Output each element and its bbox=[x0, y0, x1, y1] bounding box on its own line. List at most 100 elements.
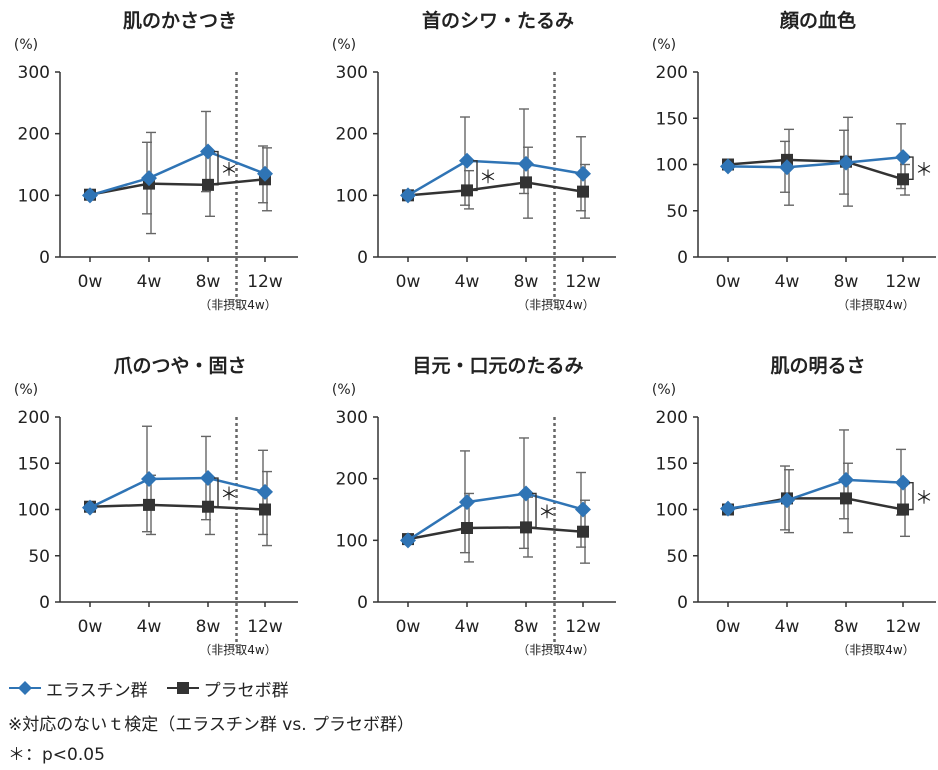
data-point-placebo bbox=[202, 178, 214, 191]
x-tick-label: 8w bbox=[834, 617, 859, 637]
y-tick-label: 150 bbox=[656, 454, 688, 474]
data-point-elastin bbox=[575, 165, 591, 182]
significance-bracket bbox=[214, 150, 219, 186]
y-tick-label: 50 bbox=[666, 547, 688, 567]
x-tick-label: 4w bbox=[455, 617, 480, 637]
y-tick-label: 100 bbox=[656, 156, 688, 176]
x-tick-label: 4w bbox=[137, 617, 162, 637]
y-tick-label: 150 bbox=[656, 109, 688, 129]
x-tick-label: 4w bbox=[775, 617, 800, 637]
data-point-elastin bbox=[779, 492, 795, 509]
x-sublabel-non-intake: （非摂取4w） bbox=[837, 642, 914, 657]
data-point-elastin bbox=[400, 532, 416, 549]
x-tick-label: 0w bbox=[78, 272, 103, 292]
y-tick-label: 50 bbox=[28, 547, 50, 567]
data-point-elastin bbox=[779, 159, 795, 176]
data-point-placebo bbox=[520, 521, 532, 534]
series-line-placebo bbox=[89, 503, 266, 511]
x-tick-label: 4w bbox=[455, 272, 480, 292]
data-point-placebo bbox=[577, 525, 589, 538]
y-tick-label: 0 bbox=[39, 248, 50, 268]
x-tick-label: 0w bbox=[716, 617, 741, 637]
x-tick-label: 8w bbox=[514, 272, 539, 292]
chart-panel-6: 肌の明るさ (%) 0 50 100 150 200 0w 4w 8w 12w （非摂取4w） ＊ bbox=[652, 355, 936, 657]
x-tick-label: 0w bbox=[396, 617, 421, 637]
data-point-elastin bbox=[895, 474, 911, 491]
data-point-placebo bbox=[202, 500, 214, 513]
data-point-elastin bbox=[838, 154, 854, 171]
significance-bracket bbox=[909, 481, 914, 511]
y-tick-label: 300 bbox=[336, 408, 368, 428]
x-tick-label: 4w bbox=[137, 272, 162, 292]
y-tick-label: 0 bbox=[677, 593, 688, 613]
series-line-elastin bbox=[407, 492, 584, 542]
chart-title: 肌の明るさ bbox=[770, 355, 865, 377]
chart-title: 顔の血色 bbox=[779, 9, 856, 32]
data-point-elastin bbox=[257, 483, 273, 500]
data-point-elastin bbox=[141, 170, 157, 187]
significance-bracket bbox=[214, 477, 219, 508]
significance-mark: ＊ bbox=[220, 484, 238, 505]
data-point-placebo bbox=[897, 173, 909, 186]
y-axis-unit-label: (%) bbox=[14, 382, 38, 398]
y-tick-label: 100 bbox=[336, 531, 368, 551]
x-sublabel-non-intake: （非摂取4w） bbox=[199, 642, 276, 657]
series-line-elastin bbox=[89, 150, 266, 197]
y-tick-label: 100 bbox=[18, 501, 50, 521]
x-tick-label: 8w bbox=[196, 617, 221, 637]
x-tick-label: 0w bbox=[716, 272, 741, 292]
data-point-elastin bbox=[200, 470, 216, 487]
x-tick-label: 8w bbox=[514, 617, 539, 637]
y-tick-label: 0 bbox=[677, 248, 688, 268]
data-point-elastin bbox=[459, 152, 475, 169]
significance-note: ＊：p<0.05 bbox=[8, 745, 105, 765]
significance-bracket bbox=[532, 492, 537, 529]
data-point-elastin bbox=[82, 187, 98, 204]
series-line-elastin bbox=[727, 155, 904, 169]
data-point-elastin bbox=[720, 158, 736, 175]
data-point-elastin bbox=[257, 165, 273, 182]
data-point-elastin bbox=[200, 143, 216, 160]
x-tick-label: 12w bbox=[885, 617, 921, 637]
data-point-placebo bbox=[461, 522, 473, 534]
significance-mark: ＊ bbox=[479, 168, 497, 189]
data-point-placebo bbox=[520, 176, 532, 189]
series-line-placebo bbox=[89, 178, 266, 196]
y-tick-label: 200 bbox=[656, 408, 688, 428]
y-tick-label: 300 bbox=[18, 63, 50, 83]
y-tick-label: 200 bbox=[336, 470, 368, 490]
data-point-elastin bbox=[141, 470, 157, 487]
y-tick-label: 100 bbox=[656, 501, 688, 521]
data-point-placebo bbox=[577, 185, 589, 198]
y-tick-label: 0 bbox=[357, 248, 368, 268]
chart-title: 爪のつや・固さ bbox=[113, 355, 246, 377]
x-sublabel-non-intake: （非摂取4w） bbox=[837, 297, 914, 312]
series-line-elastin bbox=[89, 476, 266, 509]
data-point-placebo bbox=[461, 184, 473, 197]
y-tick-label: 0 bbox=[39, 593, 50, 613]
data-point-elastin bbox=[400, 187, 416, 204]
y-axis-unit-label: (%) bbox=[14, 37, 38, 53]
chart-panel-2: 首のシワ・たるみ (%) 0 100 200 300 0w 4w 8w 12w （非摂取4w） ＊ bbox=[332, 9, 616, 312]
series-line-placebo bbox=[407, 526, 584, 541]
data-point-elastin bbox=[575, 501, 591, 518]
x-tick-label: 8w bbox=[834, 272, 859, 292]
significance-bracket bbox=[473, 160, 478, 192]
series-line-elastin bbox=[407, 159, 584, 197]
legend-marker-square bbox=[166, 682, 199, 694]
data-point-placebo bbox=[143, 498, 155, 511]
x-tick-label: 12w bbox=[885, 272, 921, 292]
legend-label-elastin: エラスチン群 bbox=[46, 680, 148, 701]
x-sublabel-non-intake: （非摂取4w） bbox=[199, 297, 276, 312]
data-point-placebo bbox=[897, 503, 909, 516]
y-tick-label: 200 bbox=[336, 125, 368, 145]
x-sublabel-non-intake: （非摂取4w） bbox=[517, 642, 594, 657]
legend-label-placebo: プラセボ群 bbox=[203, 680, 289, 701]
significance-mark: ＊ bbox=[538, 502, 556, 523]
data-point-elastin bbox=[720, 500, 736, 517]
y-tick-label: 150 bbox=[18, 454, 50, 474]
significance-bracket bbox=[909, 156, 914, 180]
y-tick-label: 300 bbox=[336, 63, 368, 83]
legend: エラスチン群 プラセボ群 bbox=[8, 675, 307, 701]
data-point-placebo bbox=[259, 503, 271, 516]
